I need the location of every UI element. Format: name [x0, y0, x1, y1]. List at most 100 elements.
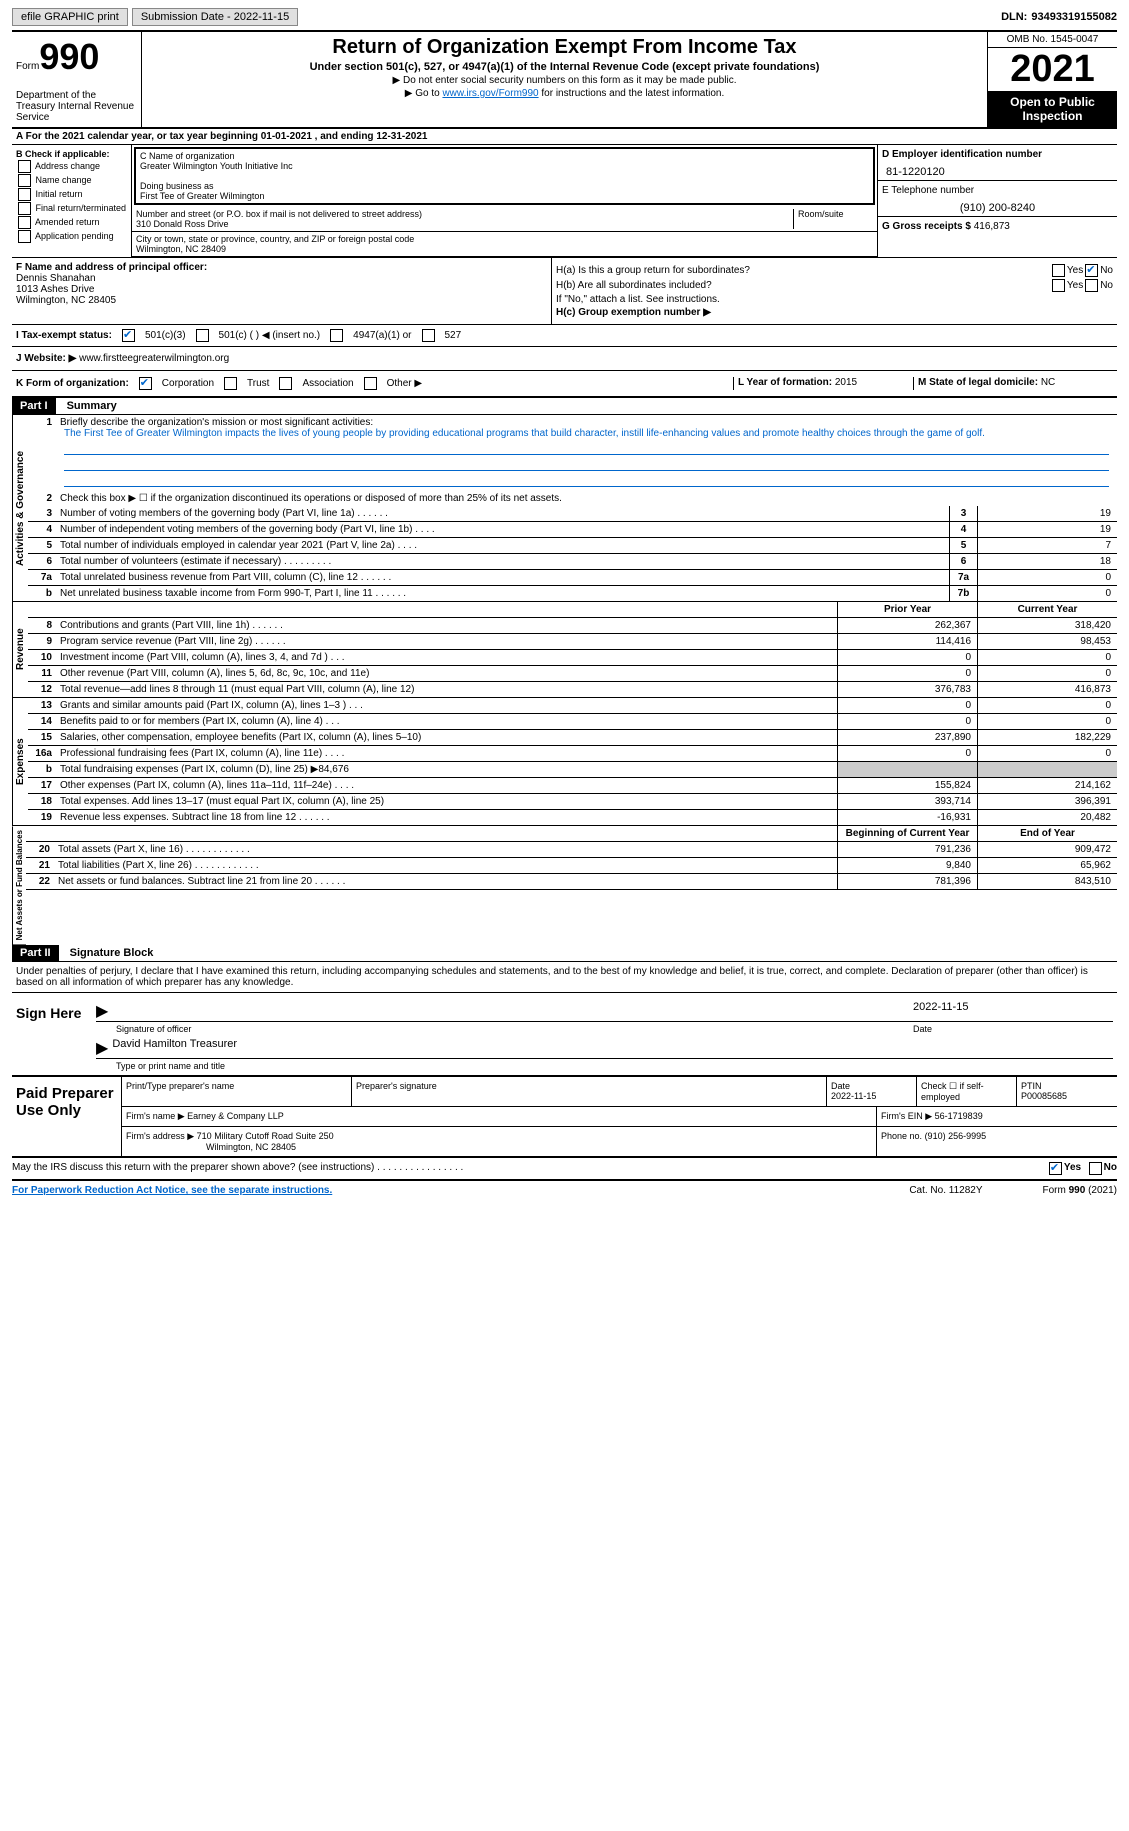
summary-row: 9 Program service revenue (Part VIII, li… [28, 634, 1117, 650]
officer-name-printed: David Hamilton Treasurer [112, 1038, 237, 1058]
chk-name-change[interactable]: Name change [16, 174, 127, 187]
summary-row: 3 Number of voting members of the govern… [28, 506, 1117, 522]
summary-row: 16a Professional fundraising fees (Part … [28, 746, 1117, 762]
form-word: Form [16, 61, 39, 72]
firm-phone: (910) 256-9995 [925, 1131, 987, 1141]
print-preparer-label: Print/Type preparer's name [122, 1077, 352, 1106]
chk-4947[interactable] [330, 329, 343, 342]
instruction-line-1: ▶ Do not enter social security numbers o… [146, 75, 983, 86]
website-value: www.firstteegreaterwilmington.org [79, 353, 229, 364]
dba-label: Doing business as [140, 181, 869, 191]
officer-name: Dennis Shanahan [16, 273, 96, 284]
state-domicile: NC [1041, 377, 1055, 388]
irs-link[interactable]: www.irs.gov/Form990 [442, 88, 538, 99]
self-employed-check[interactable]: Check ☐ if self-employed [917, 1077, 1017, 1106]
summary-row: 22 Net assets or fund balances. Subtract… [26, 874, 1117, 890]
summary-row: 21 Total liabilities (Part X, line 26) .… [26, 858, 1117, 874]
chk-501c[interactable] [196, 329, 209, 342]
summary-row: 5 Total number of individuals employed i… [28, 538, 1117, 554]
part1-revenue: Revenue Prior Year Current Year 8 Contri… [12, 602, 1117, 698]
discuss-row: May the IRS discuss this return with the… [12, 1158, 1117, 1181]
footer: For Paperwork Reduction Act Notice, see … [12, 1181, 1117, 1200]
current-year-hdr: Current Year [977, 602, 1117, 617]
summary-row: 8 Contributions and grants (Part VIII, l… [28, 618, 1117, 634]
firm-ein: 56-1719839 [935, 1111, 983, 1121]
form-header: Form990 Department of the Treasury Inter… [12, 32, 1117, 129]
topbar: efile GRAPHIC print Submission Date - 20… [12, 8, 1117, 32]
ha-yes[interactable] [1052, 264, 1065, 277]
chk-corporation[interactable] [139, 377, 152, 390]
governance-label: Activities & Governance [12, 415, 28, 602]
summary-row: 6 Total number of volunteers (estimate i… [28, 554, 1117, 570]
sig-date: 2022-11-15 [913, 1001, 1113, 1021]
room-suite: Room/suite [793, 209, 873, 229]
prep-date: 2022-11-15 [831, 1091, 876, 1101]
row-k-form-org: K Form of organization: Corporation Trus… [12, 371, 1117, 398]
form-footer: Form 990 (2021) [1043, 1185, 1117, 1196]
summary-row: 15 Salaries, other compensation, employe… [28, 730, 1117, 746]
ptin-value: P00085685 [1021, 1091, 1067, 1101]
summary-row: 10 Investment income (Part VIII, column … [28, 650, 1117, 666]
part1-netassets: Net Assets or Fund Balances Beginning of… [12, 826, 1117, 945]
part1-header: Part I Summary [12, 398, 1117, 415]
paperwork-notice[interactable]: For Paperwork Reduction Act Notice, see … [12, 1185, 332, 1196]
chk-trust[interactable] [224, 377, 237, 390]
firm-addr1: 710 Military Cutoff Road Suite 250 [197, 1131, 334, 1141]
chk-address-change[interactable]: Address change [16, 160, 127, 173]
row-i-tax-exempt: I Tax-exempt status: 501(c)(3) 501(c) ( … [12, 325, 1117, 347]
mission-text: The First Tee of Greater Wilmington impa… [60, 426, 989, 441]
ha-no[interactable] [1085, 264, 1098, 277]
phone-value: (910) 200-8240 [878, 200, 1117, 216]
part1-expenses: Expenses 13 Grants and similar amounts p… [12, 698, 1117, 826]
prior-year-hdr: Prior Year [837, 602, 977, 617]
paid-preparer-label: Paid Preparer Use Only [12, 1077, 122, 1156]
chk-final-return[interactable]: Final return/terminated [16, 202, 127, 215]
city-label: City or town, state or province, country… [136, 234, 873, 244]
ein-value: 81-1220120 [878, 164, 1117, 180]
chk-application-pending[interactable]: Application pending [16, 230, 127, 243]
type-print-label: Type or print name and title [96, 1061, 1113, 1071]
summary-row: 4 Number of independent voting members o… [28, 522, 1117, 538]
netassets-label: Net Assets or Fund Balances [12, 826, 26, 945]
year-formation: 2015 [835, 377, 857, 388]
submission-date-button[interactable]: Submission Date - 2022-11-15 [132, 8, 298, 26]
sig-officer-label: Signature of officer [96, 1024, 913, 1034]
form-number: 990 [39, 36, 99, 77]
chk-527[interactable] [422, 329, 435, 342]
firm-name: Earney & Company LLP [187, 1111, 284, 1121]
main-title: Return of Organization Exempt From Incom… [146, 36, 983, 59]
discuss-yes[interactable] [1049, 1162, 1062, 1175]
hb-no[interactable] [1085, 279, 1098, 292]
chk-501c3[interactable] [122, 329, 135, 342]
preparer-sig-label: Preparer's signature [352, 1077, 827, 1106]
efile-print-button[interactable]: efile GRAPHIC print [12, 8, 128, 26]
chk-initial-return[interactable]: Initial return [16, 188, 127, 201]
officer-addr2: Wilmington, NC 28405 [16, 295, 116, 306]
firm-addr2: Wilmington, NC 28405 [126, 1142, 296, 1152]
gross-receipts-value: 416,873 [974, 221, 1010, 232]
revenue-label: Revenue [12, 602, 28, 698]
row-j-website: J Website: ▶ www.firstteegreaterwilmingt… [12, 347, 1117, 371]
dln-value: 93493319155082 [1031, 11, 1117, 23]
arrow-icon: ▶ [96, 1038, 108, 1058]
chk-amended-return[interactable]: Amended return [16, 216, 127, 229]
hb-label: H(b) Are all subordinates included? [556, 280, 1050, 291]
open-to-public: Open to Public Inspection [988, 91, 1117, 127]
line2-discontinued: Check this box ▶ ☐ if the organization d… [56, 491, 1117, 506]
paid-preparer-block: Paid Preparer Use Only Print/Type prepar… [12, 1077, 1117, 1158]
phone-label: E Telephone number [878, 180, 1117, 200]
dba-value: First Tee of Greater Wilmington [140, 191, 869, 201]
org-name: Greater Wilmington Youth Initiative Inc [140, 161, 869, 171]
street-value: 310 Donald Ross Drive [136, 219, 793, 229]
discuss-no[interactable] [1089, 1162, 1102, 1175]
hb-yes[interactable] [1052, 279, 1065, 292]
sign-here-label: Sign Here [12, 993, 92, 1075]
check-if-applicable: B Check if applicable: [16, 149, 110, 159]
chk-association[interactable] [279, 377, 292, 390]
ha-label: H(a) Is this a group return for subordin… [556, 265, 1050, 276]
chk-other[interactable] [364, 377, 377, 390]
arrow-icon: ▶ [96, 1001, 108, 1021]
row-a-calendar-year: A For the 2021 calendar year, or tax yea… [12, 129, 1117, 145]
part1-governance: Activities & Governance 1 Briefly descri… [12, 415, 1117, 602]
hb-note: If "No," attach a list. See instructions… [556, 294, 1113, 305]
